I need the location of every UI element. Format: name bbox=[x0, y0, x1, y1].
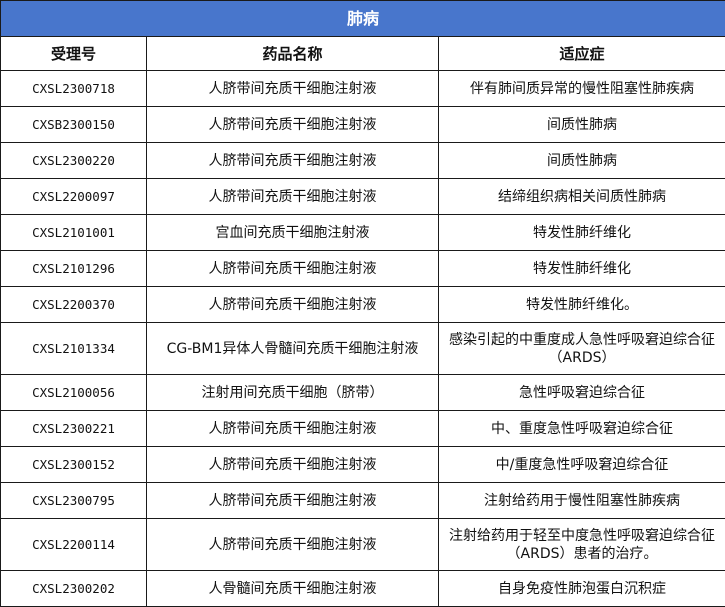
acceptance-no-cell: CXSL2300220 bbox=[1, 143, 147, 179]
header-drug-name: 药品名称 bbox=[147, 37, 439, 71]
indication-cell: 结缔组织病相关间质性肺病 bbox=[439, 179, 725, 215]
indication-cell: 急性呼吸窘迫综合征 bbox=[439, 375, 725, 411]
drug-name-cell: 人脐带间充质干细胞注射液 bbox=[147, 519, 439, 571]
indication-cell: 特发性肺纤维化 bbox=[439, 215, 725, 251]
indication-cell: 间质性肺病 bbox=[439, 143, 725, 179]
drug-name-cell: 宫血间充质干细胞注射液 bbox=[147, 215, 439, 251]
indication-cell: 注射给药用于慢性阻塞性肺疾病 bbox=[439, 483, 725, 519]
drug-name-cell: 人脐带间充质干细胞注射液 bbox=[147, 411, 439, 447]
drug-name-cell: 人脐带间充质干细胞注射液 bbox=[147, 71, 439, 107]
acceptance-no-cell: CXSL2300152 bbox=[1, 447, 147, 483]
indication-cell: 中/重度急性呼吸窘迫综合征 bbox=[439, 447, 725, 483]
acceptance-no-cell: CXSL2101001 bbox=[1, 215, 147, 251]
drug-name-cell: 注射用间充质干细胞（脐带） bbox=[147, 375, 439, 411]
drug-name-cell: 人脐带间充质干细胞注射液 bbox=[147, 287, 439, 323]
acceptance-no-cell: CXSL2300718 bbox=[1, 71, 147, 107]
indication-cell: 注射给药用于轻至中度急性呼吸窘迫综合征（ARDS）患者的治疗。 bbox=[439, 519, 725, 571]
indication-cell: 中、重度急性呼吸窘迫综合征 bbox=[439, 411, 725, 447]
acceptance-no-cell: CXSL2200370 bbox=[1, 287, 147, 323]
drug-name-cell: 人脐带间充质干细胞注射液 bbox=[147, 143, 439, 179]
acceptance-no-cell: CXSL2101334 bbox=[1, 323, 147, 375]
drug-name-cell: 人脐带间充质干细胞注射液 bbox=[147, 483, 439, 519]
drug-name-cell: 人脐带间充质干细胞注射液 bbox=[147, 447, 439, 483]
drug-name-cell: 人脐带间充质干细胞注射液 bbox=[147, 251, 439, 287]
acceptance-no-cell: CXSB2300150 bbox=[1, 107, 147, 143]
acceptance-no-cell: CXSL2300795 bbox=[1, 483, 147, 519]
acceptance-no-cell: CXSL2200114 bbox=[1, 519, 147, 571]
indication-cell: 特发性肺纤维化 bbox=[439, 251, 725, 287]
drug-name-cell: 人脐带间充质干细胞注射液 bbox=[147, 107, 439, 143]
acceptance-no-cell: CXSL2300221 bbox=[1, 411, 147, 447]
drug-name-cell: 人脐带间充质干细胞注射液 bbox=[147, 179, 439, 215]
indication-cell: 间质性肺病 bbox=[439, 107, 725, 143]
acceptance-no-cell: CXSL2100056 bbox=[1, 375, 147, 411]
indication-cell: 自身免疫性肺泡蛋白沉积症 bbox=[439, 571, 725, 607]
acceptance-no-cell: CXSL2200097 bbox=[1, 179, 147, 215]
indication-cell: 特发性肺纤维化。 bbox=[439, 287, 725, 323]
acceptance-no-cell: CXSL2101296 bbox=[1, 251, 147, 287]
drug-name-cell: CG-BM1异体人骨髓间充质干细胞注射液 bbox=[147, 323, 439, 375]
indication-cell: 伴有肺间质异常的慢性阻塞性肺疾病 bbox=[439, 71, 725, 107]
header-acceptance-no: 受理号 bbox=[1, 37, 147, 71]
indication-cell: 感染引起的中重度成人急性呼吸窘迫综合征（ARDS） bbox=[439, 323, 725, 375]
table-title: 肺病 bbox=[1, 1, 725, 37]
drug-name-cell: 人骨髓间充质干细胞注射液 bbox=[147, 571, 439, 607]
acceptance-no-cell: CXSL2300202 bbox=[1, 571, 147, 607]
header-indication: 适应症 bbox=[439, 37, 725, 71]
